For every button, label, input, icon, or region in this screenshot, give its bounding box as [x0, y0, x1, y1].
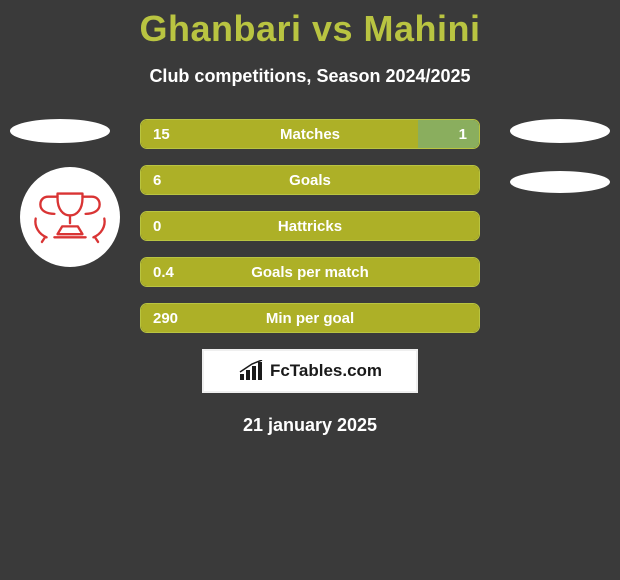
brand-box: FcTables.com: [202, 349, 418, 393]
player-right-marker-2: [510, 171, 610, 193]
player-right-marker-1: [510, 119, 610, 143]
club-logo-left: [20, 167, 120, 267]
stat-row-min-per-goal: 290 Min per goal: [140, 303, 480, 333]
page-subtitle: Club competitions, Season 2024/2025: [0, 66, 620, 87]
brand-text: FcTables.com: [270, 361, 382, 381]
compare-area: 15 Matches 1 6 Goals 0 Hattricks 0.4 Goa…: [0, 119, 620, 436]
trophy-icon: [31, 187, 109, 247]
stat-label: Matches: [141, 126, 479, 143]
player-left-marker: [10, 119, 110, 143]
stat-label: Min per goal: [141, 310, 479, 327]
stat-row-hattricks: 0 Hattricks: [140, 211, 480, 241]
page-title: Ghanbari vs Mahini: [0, 0, 620, 50]
date-text: 21 january 2025: [0, 415, 620, 436]
stat-row-goals-per-match: 0.4 Goals per match: [140, 257, 480, 287]
stat-label: Goals: [141, 172, 479, 189]
stat-label: Hattricks: [141, 218, 479, 235]
brand-chart-icon: [238, 360, 266, 382]
stat-row-matches: 15 Matches 1: [140, 119, 480, 149]
stat-label: Goals per match: [141, 264, 479, 281]
stat-rows: 15 Matches 1 6 Goals 0 Hattricks 0.4 Goa…: [140, 119, 480, 333]
stat-row-goals: 6 Goals: [140, 165, 480, 195]
